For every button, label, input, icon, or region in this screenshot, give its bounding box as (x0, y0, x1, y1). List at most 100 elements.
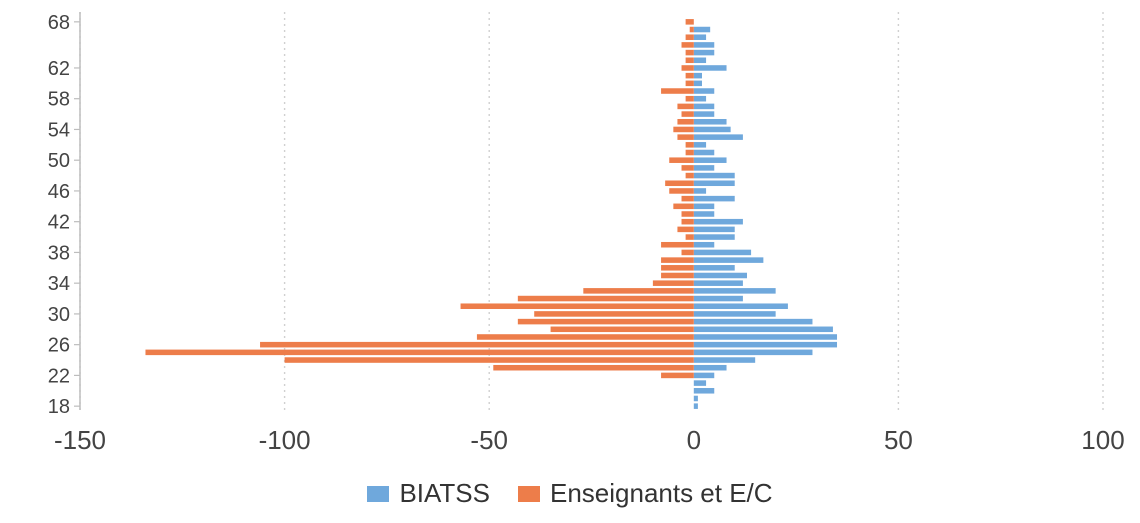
bar-biatss (693, 334, 838, 340)
legend-label-enseignants: Enseignants et E/C (549, 478, 773, 508)
bar-enseignants (685, 149, 694, 156)
bar-biatss (693, 395, 698, 402)
legend-item-biatss[interactable]: BIATSS (367, 478, 490, 509)
bar-biatss (693, 172, 735, 179)
bar-enseignants (652, 280, 694, 286)
bar-enseignants (665, 180, 694, 187)
bar-biatss (693, 165, 715, 171)
bar-biatss (693, 26, 711, 33)
bar-biatss (693, 311, 776, 317)
bar-enseignants (685, 19, 694, 25)
y-tick-label: 50 (48, 150, 70, 172)
bar-biatss (693, 295, 743, 302)
bar-enseignants (677, 103, 694, 110)
bar-enseignants (685, 172, 694, 179)
bar-biatss (693, 318, 813, 325)
y-tick-label: 38 (48, 242, 70, 264)
bar-enseignants (661, 265, 694, 271)
bar-biatss (693, 65, 727, 71)
bar-enseignants (661, 272, 694, 279)
bar-enseignants (550, 326, 694, 333)
bar-enseignants (681, 165, 694, 171)
bar-biatss (693, 218, 743, 225)
x-tick-label: -50 (470, 425, 508, 455)
x-tick-label: -100 (259, 425, 311, 455)
bar-enseignants (685, 142, 694, 148)
bar-enseignants (534, 311, 694, 317)
bar-biatss (693, 288, 776, 294)
bar-biatss (693, 364, 727, 371)
legend-item-enseignants[interactable]: Enseignants et E/C (517, 478, 773, 509)
bar-enseignants (460, 303, 694, 310)
bar-biatss (693, 257, 764, 263)
y-tick-label: 18 (48, 396, 70, 418)
bar-biatss (693, 372, 715, 379)
x-tick-label: 100 (1081, 425, 1124, 455)
bar-enseignants (685, 95, 694, 102)
chart-canvas: 18 22 26 30 34 38 42 46 50 54 58 62 68 -150 -100 -50 0 50… (48, 12, 1125, 455)
bar-biatss (693, 303, 788, 310)
y-tick-label: 34 (48, 273, 70, 295)
bar-enseignants (517, 295, 694, 302)
bar-enseignants (145, 349, 694, 356)
bar-enseignants (517, 318, 694, 325)
bar-enseignants (685, 80, 694, 87)
bar-biatss (693, 272, 747, 279)
bar-enseignants (661, 88, 694, 94)
bar-biatss (693, 103, 715, 110)
bar-biatss (693, 88, 715, 94)
bar-enseignants (685, 234, 694, 240)
bar-biatss (693, 149, 715, 156)
bar-enseignants (681, 249, 694, 256)
bar-biatss (693, 134, 743, 140)
x-tick-label: 0 (687, 425, 701, 455)
bar-enseignants (685, 72, 694, 79)
y-tick-label: 62 (48, 58, 70, 80)
y-tick-label: 58 (48, 89, 70, 111)
bar-enseignants (673, 203, 694, 210)
x-tick-label: -150 (54, 425, 106, 455)
bar-enseignants (681, 42, 694, 48)
bar-biatss (693, 280, 743, 286)
legend-swatch-enseignants (517, 485, 540, 502)
bar-biatss (693, 265, 735, 271)
y-tick-label: 30 (48, 304, 70, 326)
bar-enseignants (669, 188, 694, 194)
x-tick-label: 50 (884, 425, 913, 455)
bar-biatss (693, 211, 715, 217)
bar-biatss (693, 234, 735, 240)
bar-biatss (693, 326, 833, 333)
bar-biatss (693, 195, 735, 202)
bar-biatss (693, 188, 707, 194)
bar-biatss (693, 95, 707, 102)
bar-biatss (693, 80, 702, 87)
bar-biatss (693, 349, 813, 356)
bar-enseignants (476, 334, 694, 340)
bar-biatss (693, 226, 735, 233)
bar-biatss (693, 403, 698, 409)
bar-enseignants (685, 34, 694, 40)
y-tick-label: 46 (48, 181, 70, 203)
bar-enseignants (583, 288, 694, 294)
bar-biatss (693, 42, 715, 48)
bar-enseignants (661, 372, 694, 379)
bar-biatss (693, 380, 707, 386)
bar-enseignants (681, 195, 694, 202)
y-tick-label: 54 (48, 119, 70, 141)
legend-label-biatss: BIATSS (399, 478, 490, 508)
bar-enseignants (284, 357, 694, 363)
bar-enseignants (493, 364, 694, 371)
bar-enseignants (661, 241, 694, 248)
bar-biatss (693, 57, 707, 64)
bar-enseignants (681, 211, 694, 217)
bar-biatss (693, 180, 735, 187)
bar-enseignants (669, 157, 694, 163)
bar-biatss (693, 34, 707, 40)
y-tick-label: 26 (48, 335, 70, 357)
bar-biatss (693, 111, 715, 117)
bar-biatss (693, 388, 715, 394)
bar-biatss (693, 249, 752, 256)
bar-enseignants (681, 65, 694, 71)
bar-enseignants (681, 218, 694, 225)
